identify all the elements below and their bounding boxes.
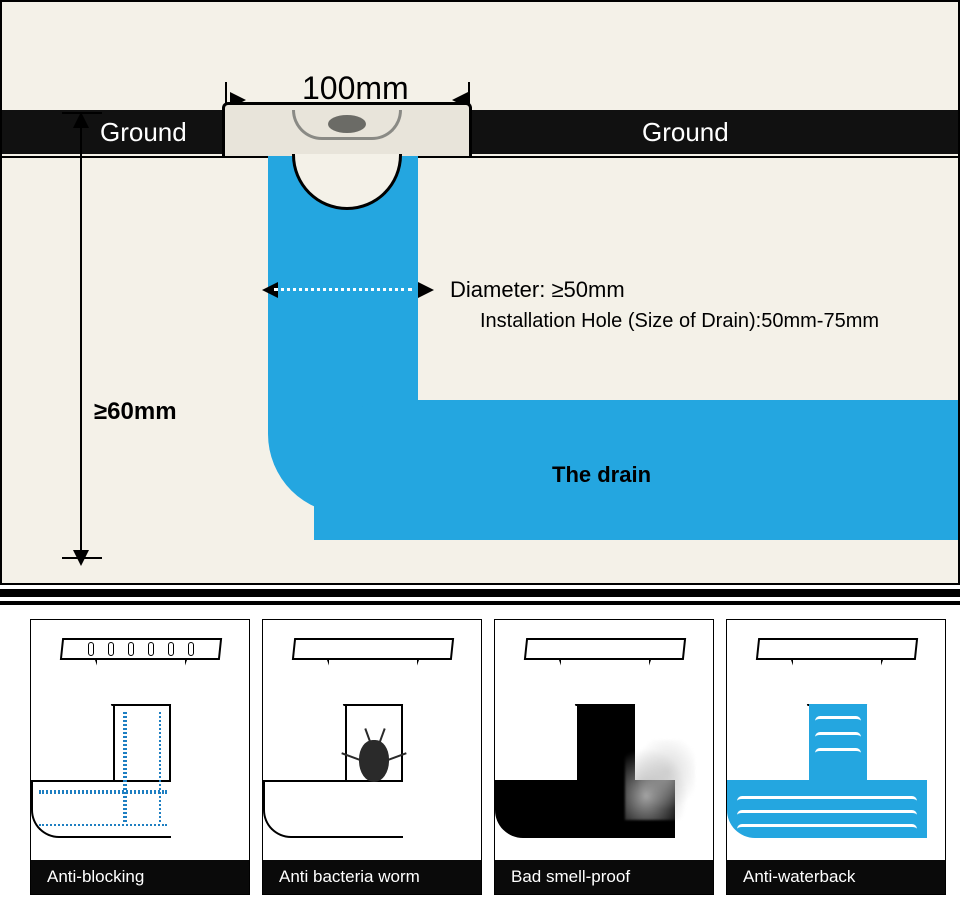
feature-caption: Anti bacteria worm bbox=[263, 860, 481, 894]
drain-center-icon bbox=[328, 115, 366, 133]
diameter-dotted-line bbox=[274, 288, 412, 291]
wave-icon bbox=[815, 716, 861, 726]
mini-drain-top-icon bbox=[292, 638, 454, 660]
mini-drain-cup-icon bbox=[559, 660, 651, 706]
depth-tick-bottom bbox=[62, 557, 102, 559]
feature-illustration bbox=[727, 620, 945, 860]
feature-card-anti-bacteria: Anti bacteria worm bbox=[262, 619, 482, 895]
drain-label: The drain bbox=[552, 462, 651, 488]
feature-cards-row: Anti-blocking Anti bacteria worm bbox=[0, 619, 960, 903]
ground-line bbox=[2, 156, 958, 158]
depth-dimension-label: ≥60mm bbox=[94, 398, 177, 426]
smoke-icon bbox=[625, 740, 695, 820]
feature-caption: Anti-waterback bbox=[727, 860, 945, 894]
divider-bar-thin bbox=[0, 601, 960, 605]
feature-illustration bbox=[263, 620, 481, 860]
install-hole-label: Installation Hole (Size of Drain):50mm-7… bbox=[480, 310, 879, 333]
drain-pipe-horizontal bbox=[418, 400, 958, 540]
mini-bend-icon bbox=[263, 780, 403, 838]
ground-label-right: Ground bbox=[642, 117, 729, 148]
feature-caption: Bad smell-proof bbox=[495, 860, 713, 894]
divider-bar bbox=[0, 589, 960, 597]
flow-dots-icon bbox=[39, 792, 167, 826]
grate-icon bbox=[81, 640, 201, 658]
wave-icon bbox=[737, 824, 917, 834]
mini-drain-top-icon bbox=[756, 638, 918, 660]
mini-drain-cup-icon bbox=[95, 660, 187, 706]
wave-icon bbox=[737, 810, 917, 820]
ground-label-left: Ground bbox=[100, 117, 187, 148]
feature-card-anti-waterback: Anti-waterback bbox=[726, 619, 946, 895]
flow-dots-icon bbox=[39, 790, 167, 794]
installation-diagram: 100mm Ground Ground Diameter: ≥50mm Inst… bbox=[0, 0, 960, 585]
wave-icon bbox=[815, 748, 861, 758]
wave-icon bbox=[815, 732, 861, 742]
bug-icon bbox=[359, 740, 389, 782]
feature-card-smell-proof: Bad smell-proof bbox=[494, 619, 714, 895]
diameter-arrow-right bbox=[418, 282, 434, 298]
feature-illustration bbox=[495, 620, 713, 860]
depth-dim-line bbox=[80, 120, 82, 558]
mini-drain-top-icon bbox=[524, 638, 686, 660]
feature-card-anti-blocking: Anti-blocking bbox=[30, 619, 250, 895]
diameter-label: Diameter: ≥50mm bbox=[450, 277, 625, 303]
mini-drain-cup-icon bbox=[327, 660, 419, 706]
wave-icon bbox=[737, 796, 917, 806]
feature-caption: Anti-blocking bbox=[31, 860, 249, 894]
mini-drain-cup-icon bbox=[791, 660, 883, 706]
feature-illustration bbox=[31, 620, 249, 860]
